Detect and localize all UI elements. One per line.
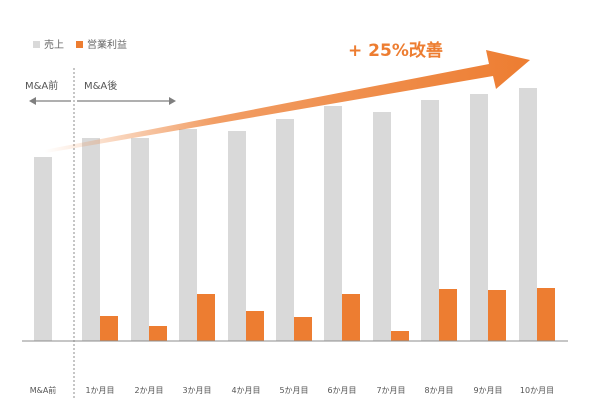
x-tick-label-4: 4か月目 (231, 386, 260, 395)
bar-profit-4 (246, 311, 264, 341)
x-tick-label-1: 1か月目 (85, 386, 114, 395)
phase-markers: M&A前 M&A後 (25, 68, 176, 398)
trend-arrow: + 25%改善 (44, 40, 530, 153)
x-tick-label-3: 3か月目 (182, 386, 211, 395)
bars-layer (34, 88, 555, 341)
bar-profit-6 (342, 294, 360, 341)
after-arrow-head (169, 97, 176, 105)
legend: 売上 営業利益 (33, 38, 127, 51)
bar-sales-5 (276, 119, 294, 341)
legend-label-sales: 売上 (44, 38, 64, 51)
bar-profit-2 (149, 326, 167, 341)
bar-profit-3 (197, 294, 215, 341)
bar-sales-0 (34, 157, 52, 341)
x-axis-ticks: M&A前 1か月目 2か月目 3か月目 4か月目 5か月目 6か月目 7か月目 8か月目 9か月目… (30, 385, 554, 395)
trend-arrow-shape (44, 50, 530, 153)
bar-sales-7 (373, 112, 391, 341)
x-tick-label-5: 5か月目 (279, 386, 308, 395)
after-label: M&A後 (84, 79, 117, 92)
bar-sales-3 (179, 129, 197, 341)
x-tick-label-0: M&A前 (30, 385, 57, 395)
bar-sales-9 (470, 94, 488, 341)
legend-swatch-profit (76, 41, 83, 48)
bar-profit-10 (537, 288, 555, 341)
bar-sales-2 (131, 138, 149, 341)
bar-sales-1 (82, 138, 100, 341)
legend-swatch-sales (33, 41, 40, 48)
x-tick-label-9: 9か月目 (473, 386, 502, 395)
bar-sales-6 (324, 106, 342, 341)
before-label: M&A前 (25, 79, 58, 92)
bar-sales-4 (228, 131, 246, 341)
bar-profit-5 (294, 317, 312, 341)
before-arrow-head (29, 97, 36, 105)
x-tick-label-2: 2か月目 (134, 386, 163, 395)
bar-profit-9 (488, 290, 506, 341)
bar-sales-10 (519, 88, 537, 341)
bar-profit-8 (439, 289, 457, 341)
bar-sales-8 (421, 100, 439, 341)
bar-profit-7 (391, 331, 409, 341)
x-tick-label-10: 10か月目 (520, 386, 554, 395)
x-tick-label-7: 7か月目 (376, 386, 405, 395)
legend-label-profit: 営業利益 (87, 38, 127, 51)
bar-profit-1 (100, 316, 118, 341)
trend-label: + 25%改善 (348, 40, 443, 61)
x-tick-label-8: 8か月目 (424, 386, 453, 395)
x-tick-label-6: 6か月目 (327, 386, 356, 395)
